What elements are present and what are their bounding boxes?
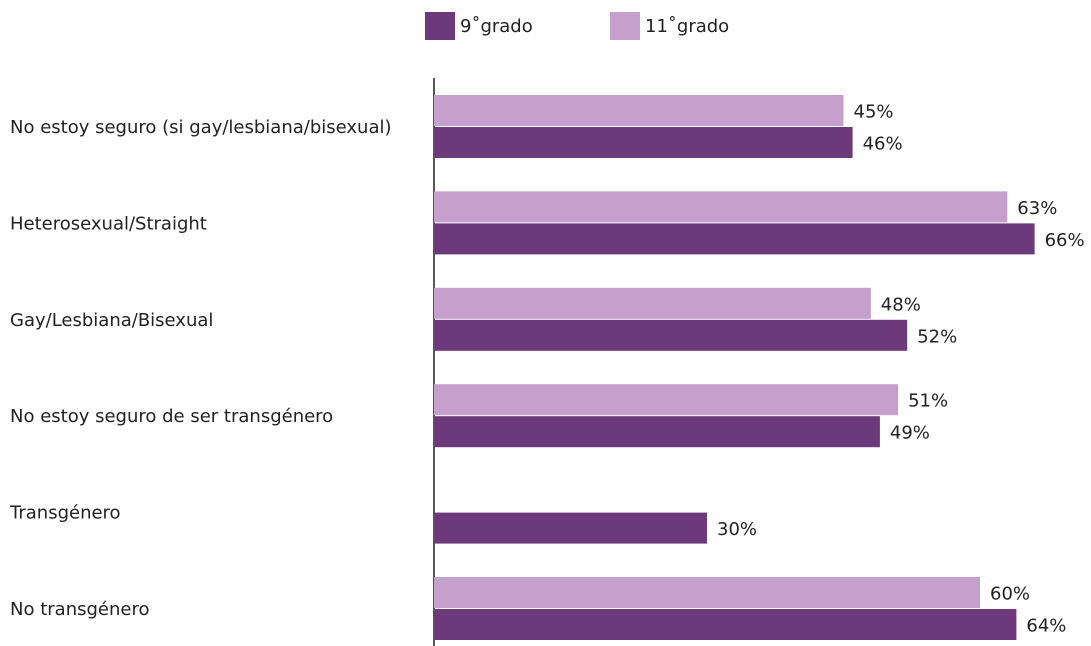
data-label: 64% — [1026, 616, 1066, 637]
bar — [434, 191, 1008, 223]
y-tick-label: Gay/Lesbiana/Bisexual — [10, 310, 213, 331]
bar — [434, 416, 880, 448]
data-label: 60% — [990, 584, 1030, 605]
legend-label: 11˚grado — [645, 16, 729, 37]
data-label: 45% — [854, 102, 894, 123]
data-label: 49% — [890, 423, 930, 444]
y-tick-label: No estoy seguro (si gay/lesbiana/bisexua… — [10, 117, 392, 138]
bar — [434, 609, 1017, 640]
bar — [434, 384, 899, 416]
data-label: 51% — [908, 391, 948, 412]
data-label: 46% — [863, 134, 903, 155]
data-label: 48% — [881, 294, 921, 315]
legend-label: 9˚grado — [460, 16, 533, 37]
bar — [434, 127, 853, 158]
bar — [434, 577, 980, 608]
bar — [434, 287, 871, 319]
y-tick-label: No transgénero — [10, 599, 149, 620]
legend-swatch — [610, 12, 640, 40]
bar — [434, 223, 1035, 255]
legend-swatch — [425, 12, 455, 40]
data-label: 66% — [1045, 230, 1085, 251]
bar — [434, 512, 707, 544]
y-tick-label: Transgénero — [9, 503, 121, 524]
bar — [434, 319, 908, 351]
data-label: 30% — [717, 519, 757, 540]
bar — [434, 95, 844, 126]
data-label: 63% — [1017, 198, 1057, 219]
y-tick-label: Heterosexual/Straight — [10, 213, 207, 234]
y-tick-label: No estoy seguro de ser transgénero — [10, 406, 333, 427]
data-label: 52% — [917, 326, 957, 347]
